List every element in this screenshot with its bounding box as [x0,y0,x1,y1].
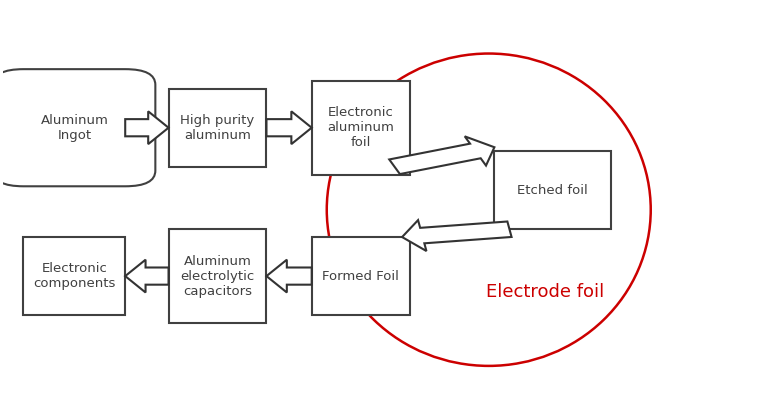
Polygon shape [125,111,168,144]
Text: Aluminum
electrolytic
capacitors: Aluminum electrolytic capacitors [181,255,254,297]
FancyBboxPatch shape [312,237,410,315]
Text: High purity
aluminum: High purity aluminum [181,114,254,142]
Polygon shape [389,136,494,174]
FancyBboxPatch shape [168,229,266,323]
Text: Aluminum
Ingot: Aluminum Ingot [40,114,109,142]
Text: Electrode foil: Electrode foil [486,283,604,301]
FancyBboxPatch shape [24,237,125,315]
FancyBboxPatch shape [312,81,410,175]
Polygon shape [266,260,312,293]
Polygon shape [402,220,512,251]
Polygon shape [266,111,312,144]
Text: Formed Foil: Formed Foil [323,270,399,283]
FancyBboxPatch shape [494,151,611,229]
Text: Electronic
components: Electronic components [33,262,115,290]
Text: Etched foil: Etched foil [518,184,588,197]
Text: Electronic
aluminum
foil: Electronic aluminum foil [327,106,394,149]
FancyBboxPatch shape [0,69,156,186]
Polygon shape [125,260,168,293]
FancyBboxPatch shape [168,89,266,167]
